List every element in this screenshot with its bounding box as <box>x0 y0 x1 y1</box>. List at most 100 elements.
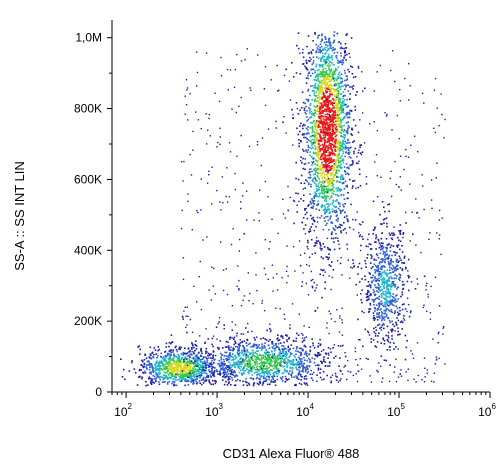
data-point <box>324 100 326 102</box>
data-point <box>328 362 331 364</box>
data-point <box>389 341 392 344</box>
data-point <box>136 384 139 386</box>
data-point <box>297 373 300 375</box>
data-point <box>345 147 347 150</box>
data-point <box>375 265 377 267</box>
data-point <box>175 367 177 370</box>
data-point <box>262 337 265 339</box>
data-point <box>346 78 349 80</box>
data-point <box>304 208 306 210</box>
data-point <box>373 303 375 306</box>
data-point <box>361 221 364 223</box>
data-point <box>212 345 214 348</box>
data-point <box>269 330 272 333</box>
data-point <box>252 384 255 387</box>
data-point <box>384 218 386 220</box>
data-point <box>313 245 316 247</box>
data-point <box>218 359 220 362</box>
data-point <box>310 183 312 186</box>
data-point <box>168 341 171 344</box>
data-point <box>286 366 288 368</box>
data-point <box>329 159 332 162</box>
data-point <box>279 342 282 344</box>
data-point <box>307 90 309 92</box>
data-point <box>364 262 367 265</box>
data-point <box>314 31 316 34</box>
data-point <box>343 198 346 200</box>
data-point <box>328 253 330 255</box>
data-point <box>368 308 370 310</box>
data-point <box>412 357 415 360</box>
data-point <box>393 277 395 280</box>
data-point <box>312 40 314 42</box>
data-point <box>338 102 340 105</box>
data-point <box>347 68 349 71</box>
data-point <box>179 371 181 373</box>
data-point <box>179 363 181 365</box>
data-point <box>198 369 200 371</box>
data-point <box>345 151 347 154</box>
data-point <box>348 113 351 116</box>
data-point <box>155 353 157 355</box>
data-point <box>342 182 345 184</box>
data-point <box>321 87 323 90</box>
data-point <box>327 76 329 78</box>
data-point <box>277 367 279 370</box>
data-point <box>250 346 252 348</box>
data-point <box>326 141 329 144</box>
data-point <box>325 84 327 86</box>
data-point <box>305 67 308 69</box>
data-point <box>311 138 314 141</box>
data-point <box>330 145 332 148</box>
data-point <box>344 94 346 97</box>
data-point <box>389 262 391 265</box>
data-point <box>311 179 314 182</box>
data-point <box>328 229 330 231</box>
data-point <box>319 244 322 247</box>
data-point <box>330 376 332 379</box>
data-point <box>276 365 278 367</box>
data-point <box>320 103 323 105</box>
data-point <box>141 376 143 378</box>
data-point <box>314 135 316 138</box>
data-point <box>314 193 317 195</box>
data-point <box>295 353 297 355</box>
data-point <box>382 248 384 250</box>
data-point <box>307 248 309 250</box>
data-point <box>196 370 199 372</box>
data-point <box>212 362 215 365</box>
data-point <box>332 159 335 161</box>
data-point <box>298 347 301 350</box>
data-point <box>282 121 284 123</box>
data-point <box>375 286 378 289</box>
data-point <box>338 148 341 150</box>
data-point <box>323 115 325 118</box>
data-point <box>241 349 243 352</box>
data-point <box>188 364 191 366</box>
data-point <box>396 317 398 319</box>
data-point <box>168 380 171 383</box>
data-point <box>173 353 175 356</box>
data-point <box>381 283 383 285</box>
data-point <box>365 296 368 299</box>
data-point <box>369 273 371 275</box>
data-point <box>259 382 261 385</box>
data-point <box>321 107 324 109</box>
data-point <box>152 381 154 383</box>
data-point <box>396 265 398 267</box>
data-point <box>316 147 318 149</box>
data-point <box>408 289 410 292</box>
data-point <box>299 73 302 75</box>
data-point <box>328 354 330 356</box>
data-point <box>331 149 333 151</box>
data-point <box>180 373 182 375</box>
data-point <box>336 166 339 168</box>
data-point <box>151 370 154 373</box>
data-point <box>340 160 342 162</box>
data-point <box>263 363 266 365</box>
data-point <box>349 146 352 149</box>
data-point <box>388 266 391 269</box>
data-point <box>327 133 330 136</box>
data-point <box>166 378 169 380</box>
data-point <box>391 264 394 267</box>
